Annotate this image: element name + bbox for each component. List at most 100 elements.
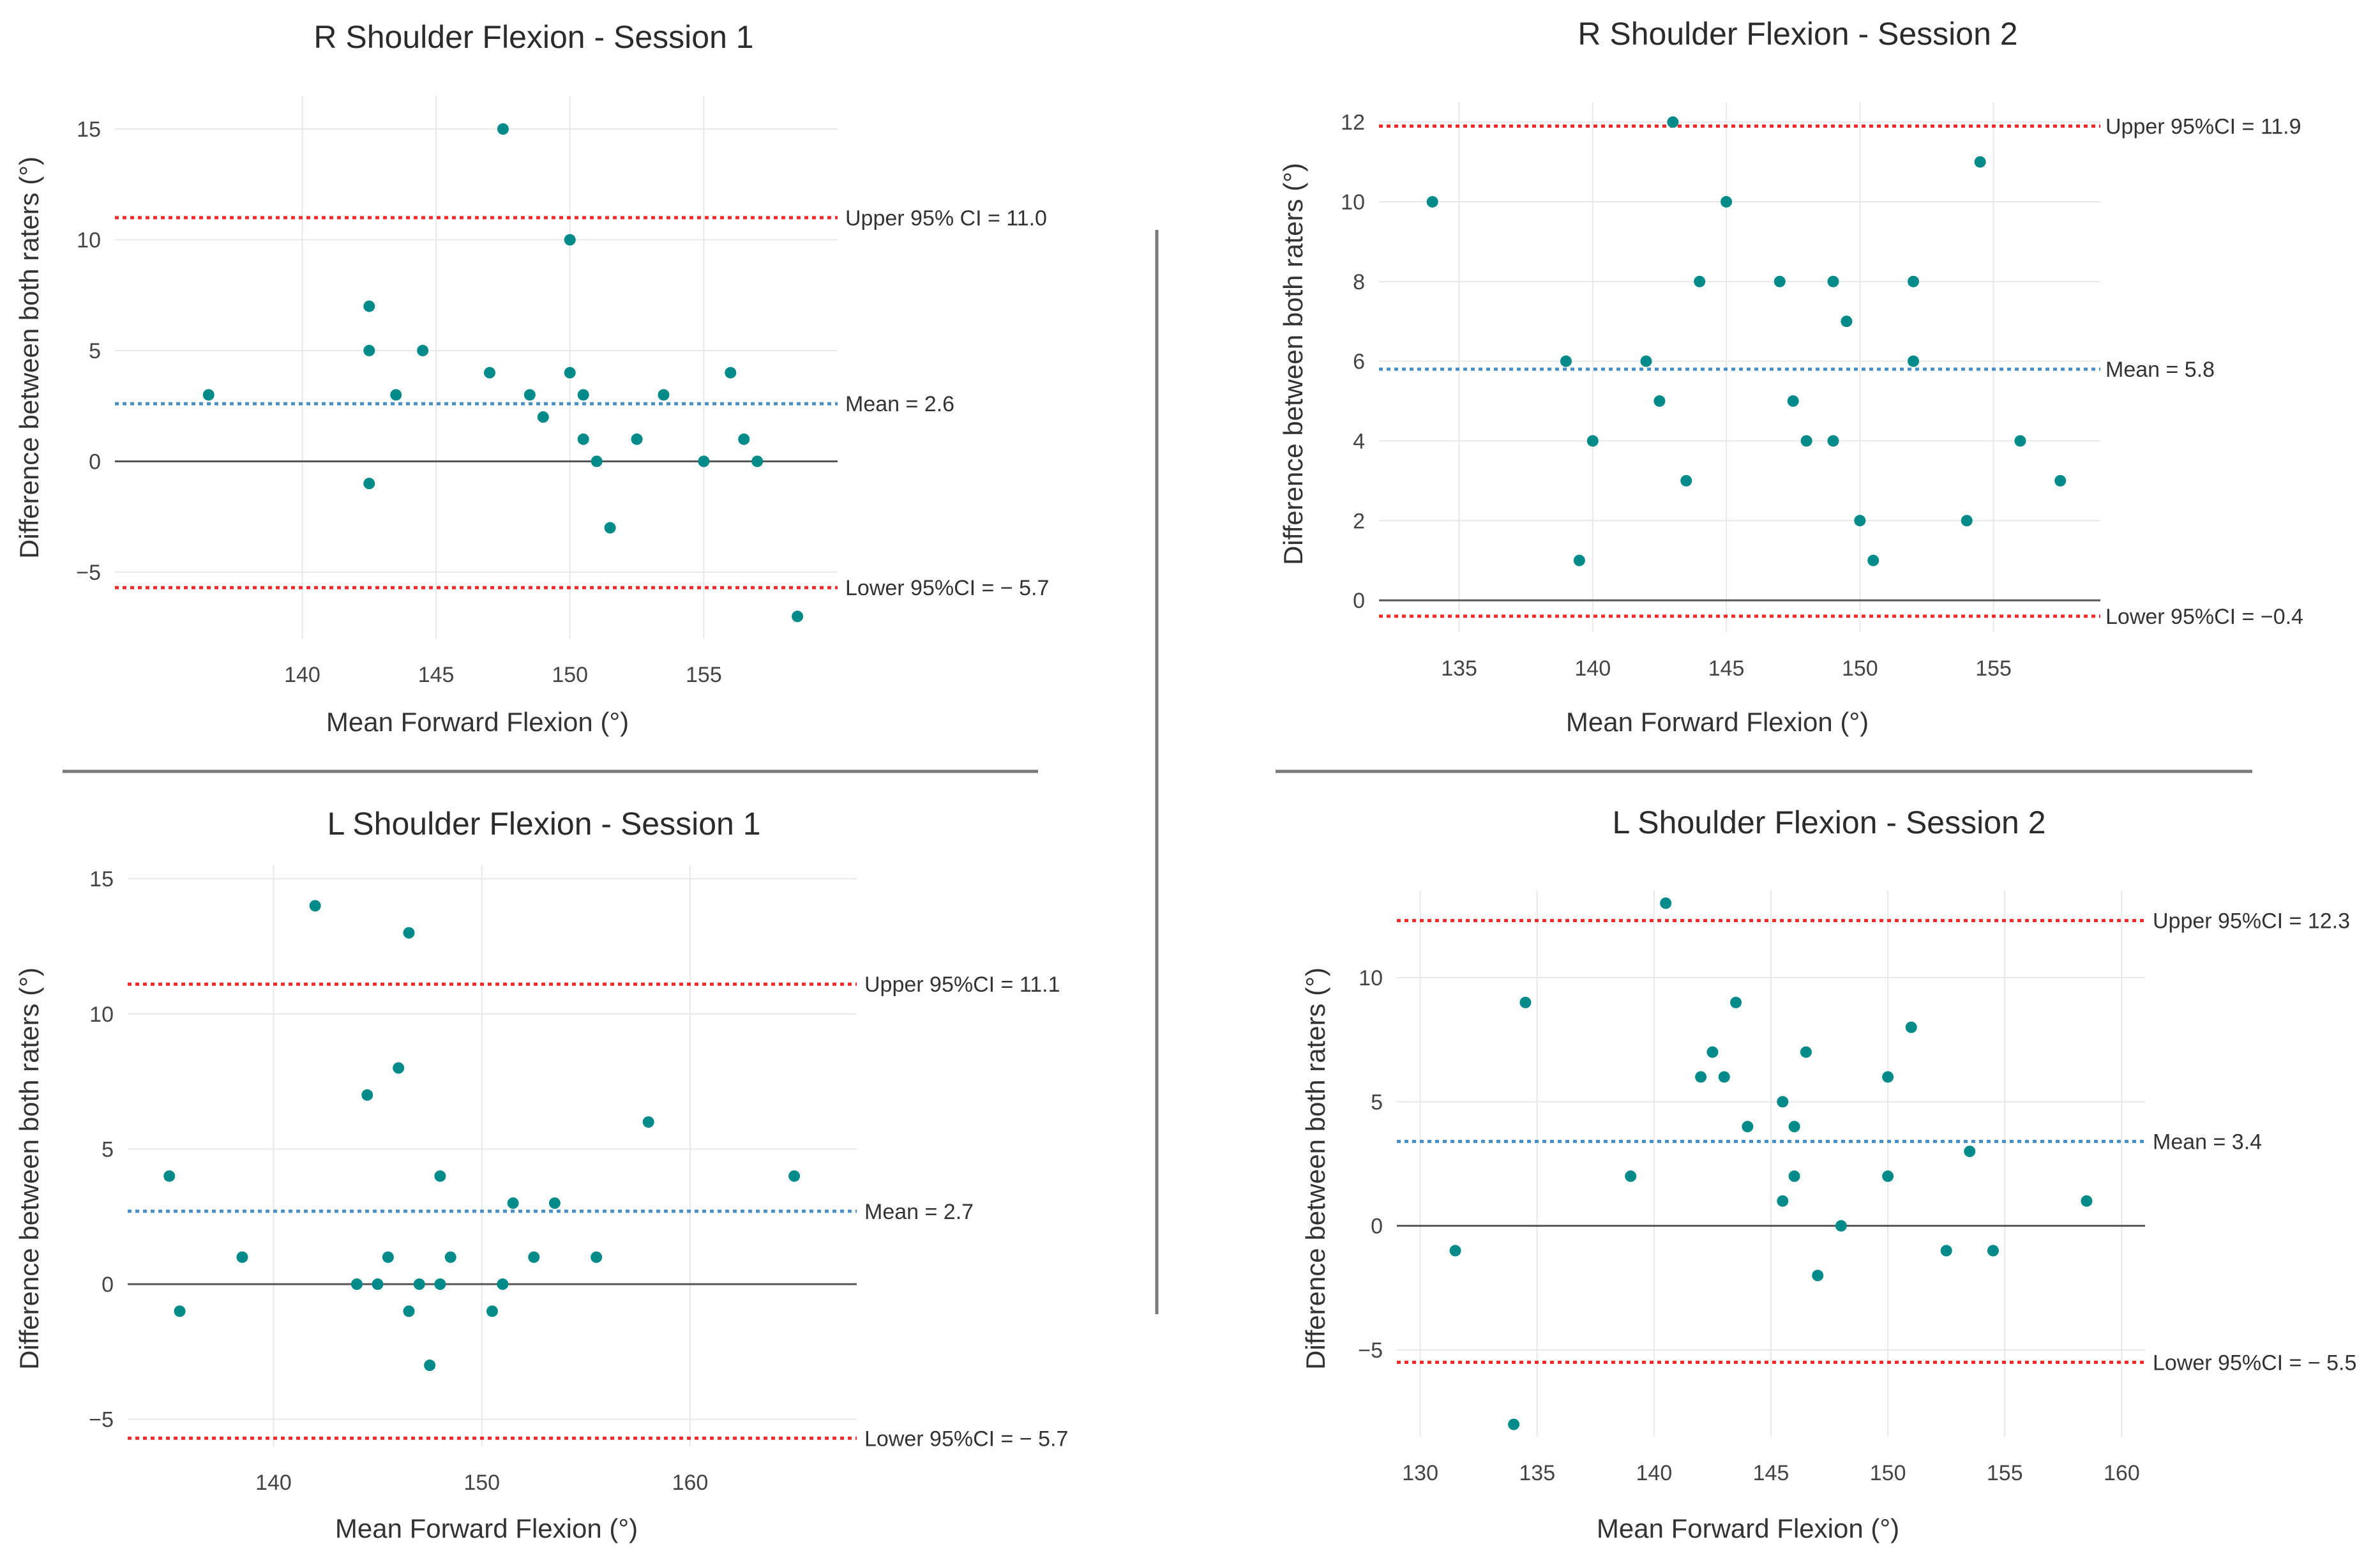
- data-point: [1706, 1046, 1719, 1058]
- data-point: [1882, 1170, 1894, 1182]
- y-tick-label: 0: [102, 1273, 114, 1297]
- y-tick-label: 0: [1353, 589, 1365, 613]
- x-tick-label: 150: [552, 663, 588, 687]
- x-axis-title: Mean Forward Flexion (°): [335, 1513, 638, 1543]
- data-point: [1882, 1071, 1894, 1083]
- data-point: [390, 389, 402, 401]
- data-point: [1667, 116, 1679, 128]
- x-tick-label: 135: [1519, 1461, 1555, 1485]
- data-point: [1974, 156, 1986, 168]
- data-point: [507, 1197, 519, 1209]
- x-axis-title: Mean Forward Flexion (°): [1566, 707, 1869, 737]
- y-tick-label: 2: [1353, 509, 1365, 533]
- data-point: [413, 1278, 425, 1291]
- data-point: [1718, 1071, 1730, 1083]
- data-point: [1640, 355, 1652, 367]
- data-point: [417, 344, 429, 356]
- data-point: [523, 389, 536, 401]
- data-point: [434, 1170, 446, 1182]
- data-point: [361, 1089, 373, 1101]
- y-tick-label: 8: [1353, 270, 1365, 294]
- data-point: [403, 927, 415, 939]
- data-point: [363, 478, 375, 490]
- upper-label: Upper 95%CI = 12.3: [2153, 909, 2350, 934]
- data-point: [1787, 395, 1799, 407]
- y-tick-label: 15: [89, 867, 114, 891]
- data-point: [564, 234, 576, 246]
- mean-label: Mean = 2.6: [845, 392, 954, 416]
- data-point: [698, 455, 710, 467]
- y-tick-label: 0: [89, 450, 101, 474]
- y-tick-label: 10: [77, 229, 101, 253]
- x-tick-label: 140: [284, 663, 320, 687]
- data-point: [1625, 1170, 1637, 1182]
- y-tick-label: 5: [102, 1137, 114, 1162]
- y-tick-label: 5: [1371, 1090, 1383, 1114]
- lower-label: Lower 95%CI = − 5.7: [845, 576, 1049, 600]
- y-tick-label: 0: [1371, 1215, 1383, 1239]
- x-tick-label: 155: [1975, 656, 2012, 681]
- data-point: [577, 433, 589, 445]
- data-point: [363, 300, 375, 312]
- y-axis-title: Difference between both raters (°): [1300, 967, 1330, 1370]
- x-tick-label: 160: [2104, 1461, 2140, 1485]
- data-point: [1854, 515, 1866, 527]
- data-point: [424, 1360, 436, 1372]
- mean-label: Mean = 2.7: [864, 1200, 974, 1224]
- data-point: [434, 1278, 446, 1291]
- panel-l-session-1: L Shoulder Flexion - Session 1 Mean Forw…: [14, 806, 1068, 1543]
- x-tick-label: 145: [1753, 1461, 1789, 1485]
- y-axis-title: Difference between both raters (°): [14, 156, 44, 559]
- panel-r-session-2: R Shoulder Flexion - Session 2 Mean Forw…: [1278, 16, 2303, 737]
- data-point: [528, 1251, 540, 1263]
- y-tick-label: 10: [1341, 190, 1365, 215]
- data-point: [738, 433, 750, 445]
- x-tick-label: 140: [255, 1471, 292, 1495]
- data-point: [577, 389, 589, 401]
- data-point: [1519, 996, 1532, 1008]
- data-point: [1964, 1146, 1976, 1158]
- data-point: [393, 1062, 405, 1074]
- y-axis-title: Difference between both raters (°): [14, 967, 44, 1370]
- data-point: [642, 1116, 654, 1128]
- x-tick-label: 145: [418, 663, 455, 687]
- data-point: [1987, 1245, 1999, 1257]
- data-point: [2014, 435, 2026, 447]
- chart-title: L Shoulder Flexion - Session 1: [327, 806, 760, 842]
- data-point: [163, 1170, 176, 1182]
- x-tick-label: 140: [1574, 656, 1611, 681]
- chart-title: R Shoulder Flexion - Session 1: [313, 19, 753, 55]
- data-point: [1426, 196, 1438, 208]
- data-point: [1841, 315, 1853, 328]
- data-point: [1573, 554, 1585, 566]
- x-tick-label: 160: [672, 1471, 709, 1495]
- data-point: [1449, 1245, 1461, 1257]
- mean-label: Mean = 3.4: [2153, 1130, 2262, 1155]
- data-point: [372, 1278, 384, 1291]
- chart-title: R Shoulder Flexion - Session 2: [1578, 16, 2017, 52]
- data-point: [564, 367, 576, 379]
- data-point: [309, 900, 321, 912]
- data-point: [486, 1305, 498, 1317]
- y-tick-label: −5: [89, 1408, 114, 1432]
- y-tick-label: 10: [1359, 966, 1383, 990]
- data-point: [444, 1251, 456, 1263]
- x-tick-label: 145: [1708, 656, 1745, 681]
- data-point: [631, 433, 643, 445]
- data-point: [202, 389, 215, 401]
- x-tick-label: 150: [1842, 656, 1878, 681]
- y-tick-label: 10: [89, 1003, 114, 1027]
- x-tick-label: 155: [686, 663, 722, 687]
- data-point: [591, 455, 603, 467]
- data-point: [1908, 355, 1920, 367]
- data-point: [725, 367, 737, 379]
- lower-label: Lower 95%CI = − 5.7: [864, 1427, 1068, 1451]
- data-point: [1730, 996, 1742, 1008]
- data-point: [1800, 435, 1812, 447]
- data-point: [483, 367, 495, 379]
- x-tick-label: 150: [463, 1471, 500, 1495]
- x-tick-label: 140: [1636, 1461, 1673, 1485]
- upper-label: Upper 95%CI = 11.9: [2105, 114, 2301, 139]
- data-point: [1777, 1195, 1789, 1207]
